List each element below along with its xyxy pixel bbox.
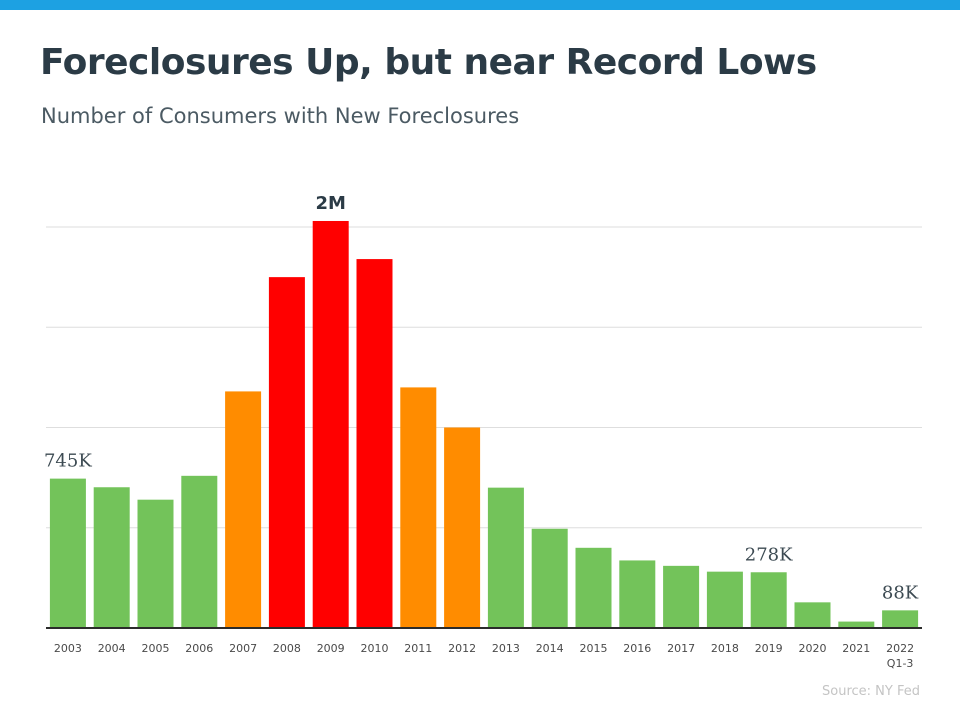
data-label-2003: 745K	[44, 451, 92, 472]
x-tick-label-2017: 2017	[667, 642, 695, 655]
page-subtitle: Number of Consumers with New Foreclosure…	[41, 104, 520, 128]
x-tick-label-2006: 2006	[185, 642, 213, 655]
x-tick-label-2019: 2019	[755, 642, 783, 655]
bar-2008	[268, 277, 305, 628]
x-tick-label-2014: 2014	[536, 642, 564, 655]
x-tick-label-2012: 2012	[448, 642, 476, 655]
bar-2018	[706, 571, 743, 628]
bar-2011	[400, 387, 437, 628]
x-tick-label-2004: 2004	[98, 642, 126, 655]
x-tick-label-2009: 2009	[317, 642, 345, 655]
source-note: Source: NY Fed	[822, 684, 920, 699]
bar-2019	[750, 572, 787, 628]
bar-2020	[794, 602, 831, 628]
x-tick-label-2015: 2015	[580, 642, 608, 655]
x-tick-label-2005: 2005	[142, 642, 170, 655]
bar-2021	[838, 621, 875, 628]
bar-2003	[49, 478, 86, 628]
x-tick-label-2011: 2011	[404, 642, 432, 655]
bar-2012	[444, 427, 481, 628]
x-tick-label-2008: 2008	[273, 642, 301, 655]
x-tick-label-2016: 2016	[623, 642, 651, 655]
bar-2007	[225, 391, 262, 628]
data-label-2019: 278K	[745, 544, 793, 565]
bar-2016	[619, 560, 656, 628]
bar-2009	[312, 220, 349, 629]
x-tick-label-2013: 2013	[492, 642, 520, 655]
page-title: Foreclosures Up, but near Record Lows	[40, 42, 817, 83]
x-tick-label-2021: 2021	[842, 642, 870, 655]
data-label-2022: 88K	[882, 582, 919, 603]
top-accent-bar	[0, 0, 960, 10]
x-tick-label-2018: 2018	[711, 642, 739, 655]
bar-2005	[137, 499, 174, 628]
x-tick-label-2022: 2022	[886, 642, 914, 655]
bar-2017	[663, 565, 700, 628]
x-tick-label-2020: 2020	[799, 642, 827, 655]
bar-2014	[531, 528, 568, 628]
x-tick-label-2007: 2007	[229, 642, 257, 655]
data-label-2009: 2M	[315, 193, 345, 214]
bar-2013	[487, 487, 524, 628]
bar-2015	[575, 547, 612, 628]
bar-2006	[181, 475, 218, 628]
x-tick-label-2010: 2010	[361, 642, 389, 655]
bar-2022	[882, 610, 919, 628]
x-tick-label-2003: 2003	[54, 642, 82, 655]
bar-2010	[356, 259, 393, 628]
bar-2004	[93, 487, 130, 628]
x-tick-sublabel-2022: Q1-3	[887, 657, 914, 670]
